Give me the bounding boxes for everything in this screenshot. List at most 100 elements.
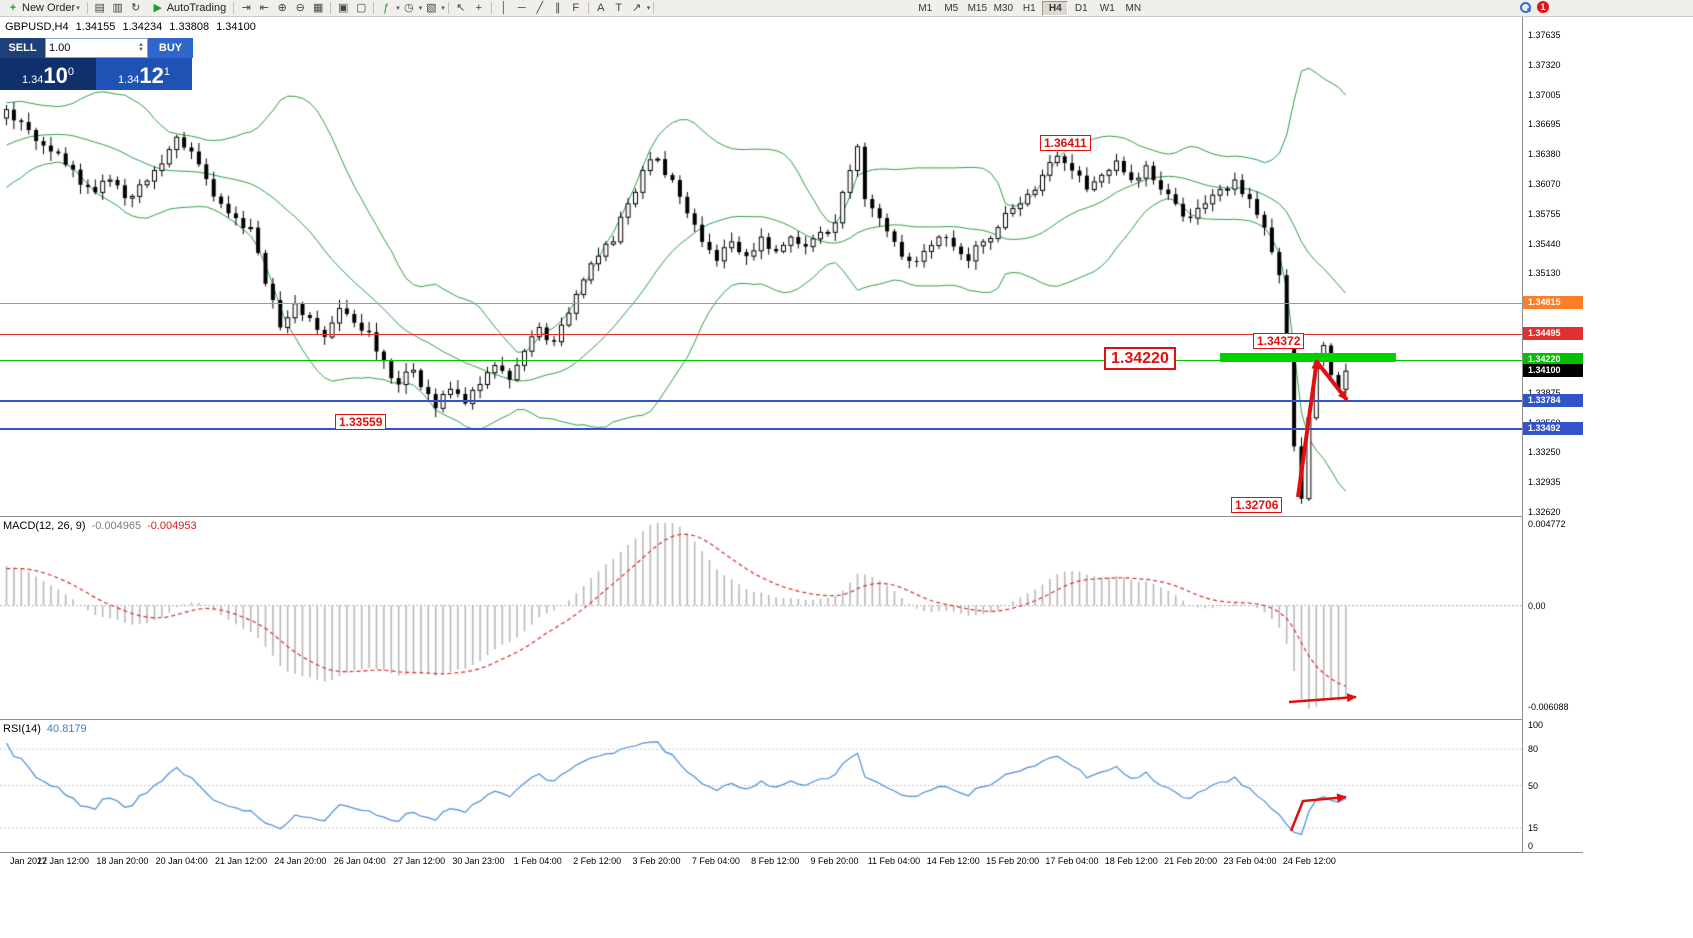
time-axis-label: 8 Feb 12:00 bbox=[751, 856, 800, 866]
low-value: 1.33808 bbox=[169, 21, 210, 33]
price-scale-label: 1.32935 bbox=[1528, 477, 1561, 488]
timeframe-d1-button[interactable]: D1 bbox=[1074, 2, 1088, 14]
indicators-icon[interactable]: ƒ bbox=[383, 1, 390, 14]
timeframe-m5-button[interactable]: M5 bbox=[944, 2, 959, 14]
time-axis-label: 21 Feb 20:00 bbox=[1164, 856, 1218, 866]
toolbar-separator bbox=[330, 2, 332, 14]
open-value: 1.34155 bbox=[75, 21, 116, 33]
search-icon[interactable] bbox=[1520, 1, 1531, 13]
price-scale[interactable]: 1.37635 1.37320 1.37005 1.36695 1.36380 1.360… bbox=[1522, 17, 1583, 852]
vertical-line-icon[interactable]: │ bbox=[500, 1, 508, 14]
grid-icon[interactable]: ▦ bbox=[313, 1, 324, 14]
chart-shift-icon[interactable]: ⇤ bbox=[259, 1, 269, 14]
arrows-icon[interactable]: ↗ bbox=[632, 1, 642, 14]
time-axis-label: 7 Feb 04:00 bbox=[691, 856, 740, 866]
fibonacci-icon[interactable]: F bbox=[572, 1, 580, 14]
time-axis-label: 1 Feb 04:00 bbox=[513, 856, 562, 866]
buy-price-display[interactable]: 1.34 12 1 bbox=[96, 58, 192, 90]
timeframe-m15-button[interactable]: M15 bbox=[967, 2, 988, 14]
macd-main-value: -0.004965 bbox=[91, 520, 142, 532]
price-scale-label: 1.35440 bbox=[1528, 238, 1561, 249]
toolbar-separator bbox=[653, 2, 655, 14]
trendline-icon[interactable]: ╱ bbox=[536, 1, 544, 14]
spinner-down-icon[interactable]: ▼ bbox=[138, 47, 144, 53]
profiles-icon[interactable]: ▥ bbox=[112, 1, 123, 14]
timeframe-m30-button[interactable]: M30 bbox=[993, 2, 1014, 14]
spinner-up-icon[interactable]: ▲ bbox=[138, 42, 144, 48]
symbol-period-label: GBPUSD,H4 bbox=[5, 21, 69, 33]
horizontal-level-line[interactable] bbox=[0, 333, 1522, 335]
price-tag: 1.34220 bbox=[1523, 352, 1583, 366]
time-axis-label: 21 Jan 12:00 bbox=[215, 856, 268, 866]
toolbar-separator bbox=[447, 2, 449, 14]
cursor-icon[interactable]: ↖ bbox=[456, 1, 466, 14]
time-axis-label: 24 Jan 20:00 bbox=[274, 856, 327, 866]
price-tag: 1.34495 bbox=[1523, 326, 1583, 340]
price-scale-label: 1.35755 bbox=[1528, 208, 1561, 219]
crosshair-icon[interactable]: + bbox=[475, 1, 482, 14]
channel-icon[interactable]: ∥ bbox=[555, 1, 561, 14]
zoom-in-icon[interactable]: ⊕ bbox=[277, 1, 287, 14]
toolbar: + New Order ▾ ▤ ▥ ↻ ▶ AutoTrading ⇥ ⇤ ⊕ ⊖ ▦ ▣ ▢ ƒ… bbox=[0, 0, 1693, 17]
tile-windows-icon[interactable]: ▣ bbox=[338, 1, 349, 14]
volume-spinner[interactable]: ▲ ▼ bbox=[138, 42, 144, 53]
supply-demand-zone[interactable] bbox=[1220, 353, 1396, 362]
high-value: 1.34234 bbox=[122, 21, 163, 33]
timeframe-mn-button[interactable]: MN bbox=[1125, 2, 1142, 14]
one-click-trading-panel: SELL 1.00 ▲ ▼ BUY 1.34 10 0 1.34 12 1 bbox=[0, 38, 193, 90]
macd-indicator-canvas[interactable] bbox=[0, 517, 1522, 718]
rsi-scale-label: 15 bbox=[1528, 822, 1539, 833]
time-axis-label: Jan 2022 bbox=[10, 856, 48, 866]
panel-separator[interactable] bbox=[0, 719, 1583, 720]
horizontal-level-line[interactable] bbox=[0, 428, 1522, 431]
templates-icon[interactable]: ▧ bbox=[426, 1, 437, 14]
time-axis-label: 3 Feb 20:00 bbox=[632, 856, 681, 866]
horizontal-level-line[interactable] bbox=[0, 303, 1522, 305]
chevron-down-icon: ▾ bbox=[76, 5, 80, 12]
timeframe-h1-button[interactable]: H1 bbox=[1022, 2, 1036, 14]
sell-button[interactable]: SELL bbox=[0, 38, 45, 58]
cascade-windows-icon[interactable]: ▢ bbox=[356, 1, 367, 14]
price-annotation-label[interactable]: 1.33559 bbox=[335, 414, 387, 430]
zoom-out-icon[interactable]: ⊖ bbox=[295, 1, 305, 14]
horizontal-level-line[interactable] bbox=[0, 359, 1522, 361]
buy-button[interactable]: BUY bbox=[148, 38, 193, 58]
auto-scroll-icon[interactable]: ⇥ bbox=[241, 1, 251, 14]
time-axis-label: 11 Feb 04:00 bbox=[867, 856, 921, 866]
price-tag: 1.33784 bbox=[1523, 394, 1583, 408]
buy-price-sup: 1 bbox=[163, 66, 171, 78]
price-annotation-label[interactable]: 1.36411 bbox=[1040, 135, 1091, 151]
macd-scale-top: 0.004772 bbox=[1528, 519, 1566, 529]
timeframe-w1-button[interactable]: W1 bbox=[1099, 2, 1115, 14]
sell-price-sup: 0 bbox=[67, 66, 75, 78]
horizontal-line-icon[interactable]: ─ bbox=[517, 1, 526, 14]
price-scale-label: 1.36070 bbox=[1528, 178, 1561, 189]
periods-icon[interactable]: ◷ bbox=[403, 1, 414, 14]
label-icon[interactable]: T bbox=[615, 1, 623, 14]
price-annotation-label[interactable]: 1.32706 bbox=[1231, 497, 1283, 513]
volume-input[interactable]: 1.00 ▲ ▼ bbox=[45, 38, 148, 58]
price-annotation-label[interactable]: 1.34220 bbox=[1104, 347, 1176, 370]
chevron-down-icon: ▾ bbox=[646, 5, 651, 12]
autotrading-button[interactable]: ▶ AutoTrading bbox=[145, 1, 231, 16]
new-order-label: New Order bbox=[22, 2, 76, 14]
time-axis[interactable]: Jan 2022 17 Jan 12:00 18 Jan 20:00 20 Jan 0… bbox=[0, 852, 1583, 872]
panel-separator[interactable] bbox=[0, 516, 1583, 517]
price-scale-label: 1.33250 bbox=[1528, 447, 1561, 458]
refresh-icon[interactable]: ↻ bbox=[131, 1, 141, 14]
horizontal-level-line[interactable] bbox=[0, 400, 1522, 403]
timeframe-h4-button[interactable]: H4 bbox=[1042, 0, 1069, 16]
rsi-indicator-canvas[interactable] bbox=[0, 720, 1522, 851]
price-tag: 1.33492 bbox=[1523, 422, 1583, 436]
sell-price-display[interactable]: 1.34 10 0 bbox=[0, 58, 96, 90]
notification-badge[interactable]: 1 bbox=[1537, 1, 1549, 13]
new-order-button[interactable]: + New Order ▾ bbox=[0, 1, 84, 16]
time-axis-label: 24 Feb 12:00 bbox=[1282, 856, 1336, 866]
main-chart-canvas[interactable] bbox=[0, 17, 1522, 516]
sell-price-base: 1.34 bbox=[21, 74, 44, 86]
text-icon[interactable]: A bbox=[597, 1, 605, 14]
charts-window-icon[interactable]: ▤ bbox=[94, 1, 105, 14]
price-annotation-label[interactable]: 1.34372 bbox=[1253, 333, 1305, 349]
timeframe-m1-button[interactable]: M1 bbox=[918, 2, 933, 14]
